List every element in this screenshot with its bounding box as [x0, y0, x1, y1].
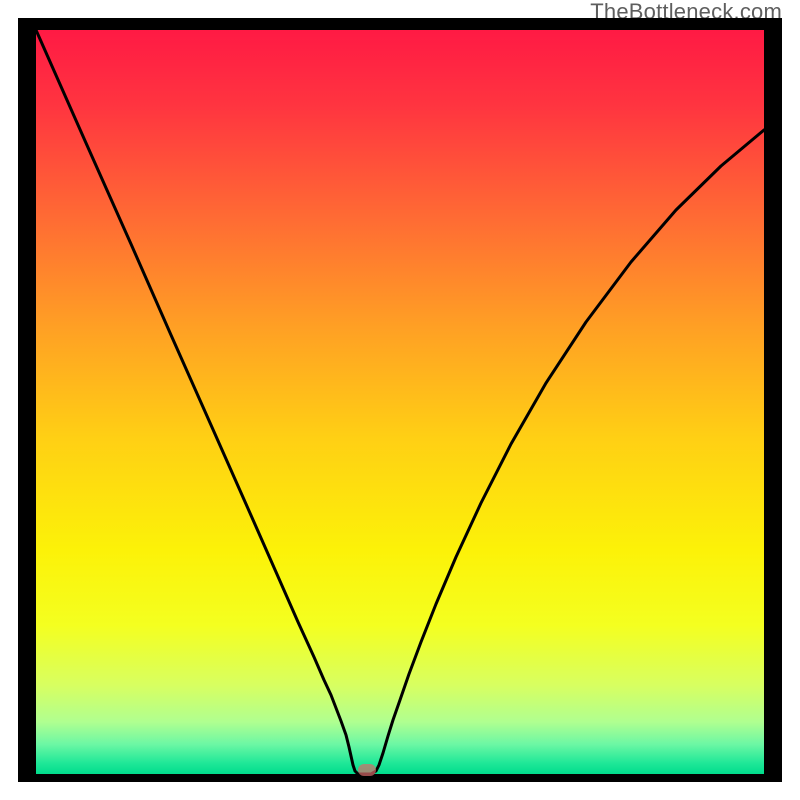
chart-container: TheBottleneck.com — [0, 0, 800, 800]
bottleneck-curve — [36, 30, 764, 774]
chart-frame — [18, 18, 782, 782]
vertex-marker — [358, 764, 376, 776]
